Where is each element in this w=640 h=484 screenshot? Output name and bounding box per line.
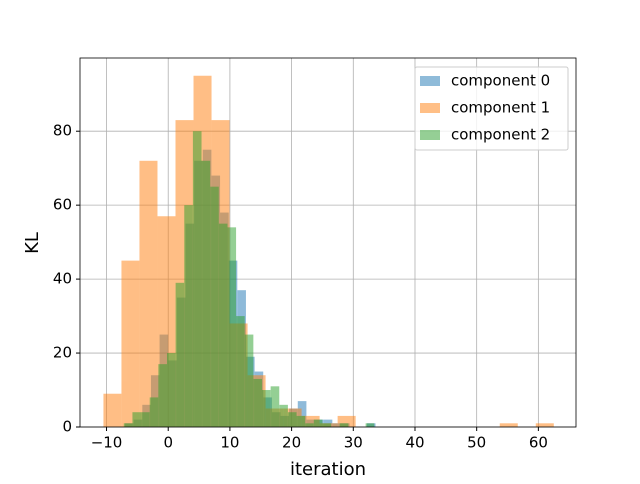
bar [123,423,133,427]
bar [279,404,288,427]
bar [296,415,306,427]
legend-box [414,66,569,151]
x-tick-label: 60 [529,434,548,452]
y-tick-label: 0 [62,418,72,436]
bar [201,160,211,427]
x-tick-label: 10 [220,434,239,452]
bar [121,260,140,427]
y-tick-label: 40 [53,270,72,288]
bar [305,423,314,427]
bar [141,412,150,427]
plot-frame [79,57,577,428]
y-tick-label: 20 [53,344,72,362]
legend-label: component 0 [451,72,550,90]
bar [365,423,375,427]
x-axis-label: iteration [290,459,366,480]
bar [270,386,280,427]
legend-label: component 2 [451,126,550,144]
bar [313,419,323,427]
bar [287,412,297,427]
bar [184,205,193,427]
y-tick-label: 80 [53,122,72,140]
bar [192,131,202,427]
bar [218,223,228,427]
bar [103,393,122,427]
x-tick-label: 0 [163,434,173,452]
bar [322,423,332,427]
bar [253,378,262,427]
y-axis-label: KL [22,232,43,254]
x-tick-label: −10 [91,434,123,452]
legend-label: component 1 [451,99,550,117]
bar [297,401,307,427]
bar [132,412,142,427]
bar [139,160,158,427]
x-tick-label: 40 [405,434,424,452]
bar [337,415,356,427]
series [123,131,375,427]
bar [149,397,159,427]
y-tick-label: 60 [53,196,72,214]
bar [535,423,554,427]
x-tick-label: 50 [467,434,486,452]
bar [499,423,518,427]
bar [261,390,271,427]
bar [236,316,245,427]
bar [301,415,320,427]
x-tick-label: 20 [282,434,301,452]
bar [227,227,237,427]
legend-swatch [420,76,440,86]
legend-swatch [420,130,440,140]
bar [166,353,176,427]
x-tick-label: 30 [344,434,363,452]
bar [339,423,349,427]
bar [244,334,254,427]
bar [210,186,219,427]
bar [175,282,185,427]
legend-swatch [420,103,440,113]
bar [158,364,167,427]
